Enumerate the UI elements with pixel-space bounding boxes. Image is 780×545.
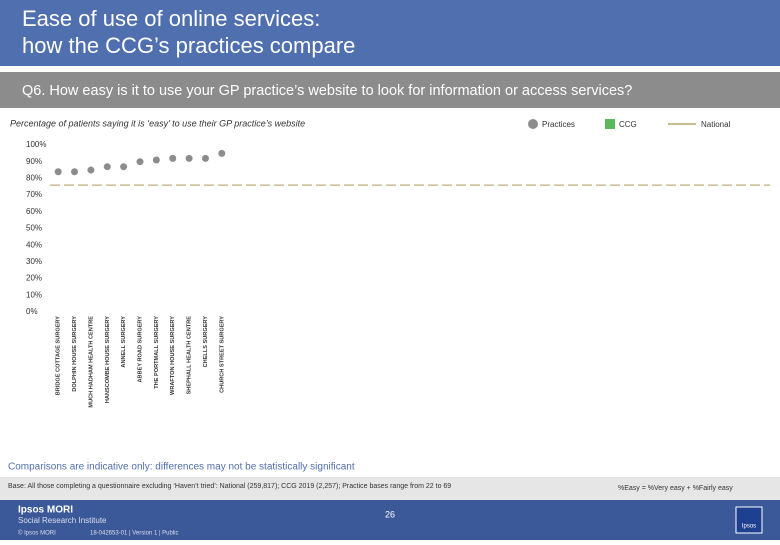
y-tick-label: 30%: [26, 257, 42, 266]
badge-text: Ipsos: [742, 524, 756, 530]
point: [218, 149, 226, 157]
point: [103, 163, 111, 171]
point: [120, 163, 128, 171]
base-band: [0, 477, 780, 500]
y-tick-label: 90%: [26, 157, 42, 166]
definition: %Easy = %Very easy + %Fairly easy: [618, 485, 733, 492]
subtitle: Percentage of patients saying it is ‘eas…: [10, 118, 305, 128]
x-tick-label: HANSCOMBE HOUSE SURGERY: [105, 316, 111, 403]
y-tick-label: 70%: [26, 190, 42, 199]
title-band: [0, 0, 780, 66]
legend-label: CCG: [619, 120, 637, 129]
x-tick-label: WRAFTON HOUSE SURGERY: [170, 316, 176, 395]
title: how the CCG’s practices compare: [22, 33, 355, 58]
base: Base: All those completing a questionnai…: [8, 483, 451, 490]
x-tick-label: ABBEY ROAD SURGERY: [137, 316, 143, 383]
y-tick-label: 20%: [26, 274, 42, 283]
point: [169, 154, 177, 162]
version: 18-042653-01 | Version 1 | Public: [90, 531, 179, 537]
badge: [735, 506, 763, 534]
x-tick-label: DOLPHIN HOUSE SURGERY: [72, 316, 78, 392]
x-tick-label: MUCH HADHAM HEALTH CENTRE: [88, 316, 94, 408]
x-tick-label: CHURCH STREET SURGERY: [219, 316, 225, 393]
y-tick-label: 100%: [26, 140, 46, 149]
logo: Ipsos MORI: [18, 505, 73, 516]
page-number: 26: [385, 509, 395, 519]
point: [87, 166, 95, 174]
point: [54, 168, 62, 176]
legend-label: National: [701, 120, 731, 129]
point: [185, 154, 193, 162]
legend-swatch: [605, 119, 615, 129]
legend-swatch: [528, 119, 538, 129]
y-tick-label: 60%: [26, 207, 42, 216]
y-tick-label: 50%: [26, 224, 42, 233]
x-tick-label: SHEPHALL HEALTH CENTRE: [187, 316, 193, 395]
title: Ease of use of online services:: [22, 6, 320, 31]
y-tick-label: 10%: [26, 290, 42, 299]
legend-label: Practices: [542, 120, 575, 129]
point: [152, 156, 160, 164]
question-band: [0, 72, 780, 108]
copyright: © Ipsos MORI: [18, 530, 56, 537]
x-tick-label: ANNELL SURGERY: [121, 316, 127, 368]
point: [136, 158, 144, 166]
footer-band: [0, 500, 780, 540]
y-tick-label: 40%: [26, 240, 42, 249]
x-tick-label: BRIDGE COTTAGE SURGERY: [56, 316, 62, 396]
note: Comparisons are indicative only: differe…: [8, 462, 355, 473]
point: [201, 154, 209, 162]
logo: Social Research Institute: [18, 516, 107, 525]
point: [71, 168, 79, 176]
x-tick-label: THE PORTMALL SURGERY: [154, 316, 160, 389]
x-tick-label: CHELLS SURGERY: [203, 316, 209, 368]
y-tick-label: 80%: [26, 174, 42, 183]
question: Q6. How easy is it to use your GP practi…: [22, 83, 632, 99]
y-tick-label: 0%: [26, 307, 38, 316]
